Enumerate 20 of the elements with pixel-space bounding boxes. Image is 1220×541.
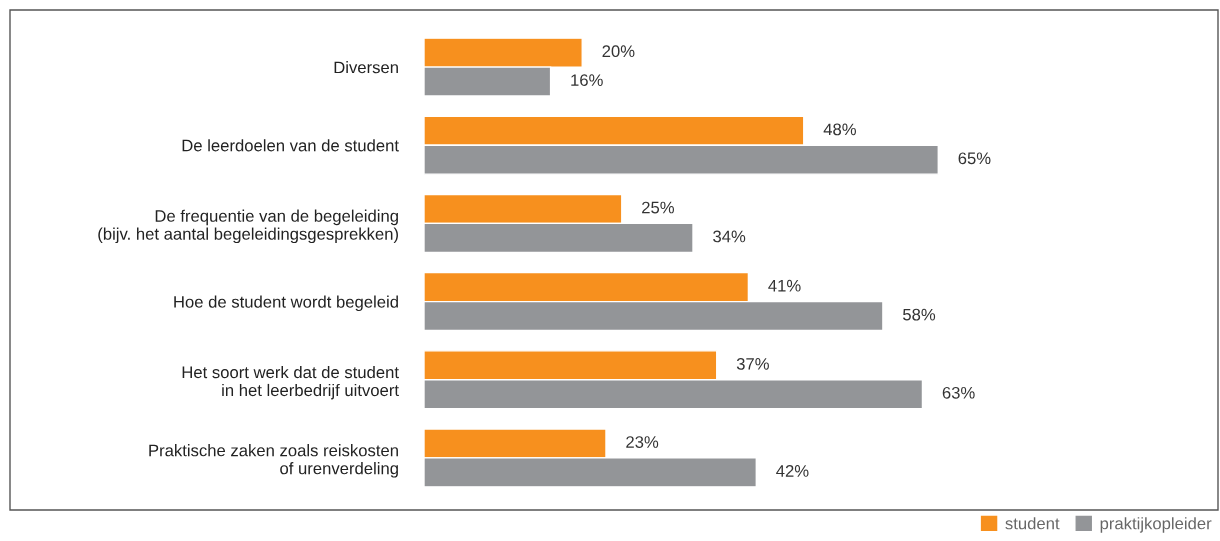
y-tick-label: Praktische zaken zoals reiskosten of urenverdeling	[149, 444, 398, 478]
y-tick-label: Het soort werk dat de student in het leerbedrijf uitvoert	[182, 365, 399, 400]
data-label: 65%	[958, 152, 991, 165]
legend-label: student	[1005, 517, 1060, 530]
data-label: 63%	[942, 386, 975, 399]
y-tick-label: De leerdoelen van de student	[182, 139, 399, 152]
data-label: 42%	[776, 465, 809, 477]
y-tick-label: De frequentie van de begeleiding (bijv. het aantal begeleidingsgesprekken)	[98, 209, 398, 244]
data-label: 16%	[571, 74, 603, 87]
data-label: 41%	[768, 279, 801, 292]
data-label: 23%	[626, 436, 659, 448]
data-label: 34%	[713, 230, 746, 243]
data-label: 20%	[602, 45, 635, 58]
y-tick-label: Hoe de student wordt begeleid	[174, 295, 398, 312]
y-tick-label: Diversen	[334, 61, 398, 74]
data-label: 48%	[823, 123, 856, 136]
data-label: 25%	[642, 201, 675, 214]
data-label: 58%	[903, 308, 936, 321]
data-label: 37%	[736, 357, 769, 370]
legend-label: praktijkopleider	[1100, 517, 1212, 533]
